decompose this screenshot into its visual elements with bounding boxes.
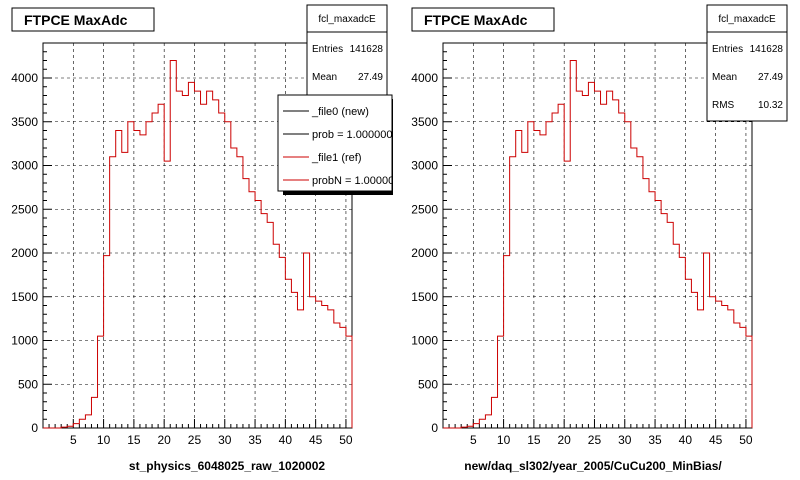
legend-label-file1: _file1 (ref) (311, 152, 362, 164)
right-panel: 5 10 15 20 25 30 35 40 45 50050010001500200025003… (411, 4, 788, 473)
left-x-tick-label: 45 (309, 433, 323, 447)
right-stats-mean-label: Mean (712, 72, 737, 83)
left-y-tick-label: 1000 (11, 334, 38, 348)
right-y-tick-label: 500 (418, 377, 438, 391)
left-y-tick-label: 1500 (11, 290, 38, 304)
left-x-tick-label: 5 (70, 433, 77, 447)
legend-label-file0: _file0 (new) (311, 106, 369, 118)
left-y-tick-label: 3500 (11, 115, 38, 129)
left-stats-entries-value: 141628 (350, 44, 384, 55)
right-stats-rms-value: 10.32 (758, 100, 783, 111)
right-y-tick-label: 0 (431, 421, 438, 435)
left-stats-entries-label: Entries (312, 44, 343, 55)
right-x-tick-label: 35 (648, 433, 662, 447)
right-x-tick-label: 25 (588, 433, 602, 447)
right-y-tick-label: 3500 (411, 115, 438, 129)
right-stats-box: fcl_maxadcE Entries 141628 Mean 27.49 RM… (706, 4, 788, 122)
left-panel: 5 10 15 20 25 30 35 40 45 50050010001500200025003… (11, 4, 400, 473)
left-y-tick-label: 4000 (11, 71, 38, 85)
left-y-tick-label: 2000 (11, 246, 38, 260)
right-x-tick-label: 50 (739, 433, 753, 447)
left-ticks: 5 10 15 20 25 30 35 40 45 50050010001500200025003… (11, 51, 353, 447)
left-stats-mean-label: Mean (312, 72, 337, 83)
right-stats-entries-value: 141628 (750, 44, 784, 55)
right-x-tick-label: 5 (470, 433, 477, 447)
left-title-box (11, 7, 155, 32)
right-x-tick-label: 20 (557, 433, 571, 447)
right-chart-title: FTPCE MaxAdc (424, 12, 528, 28)
left-x-tick-label: 35 (248, 433, 262, 447)
legend-label-prob: prob = 1.000000 (312, 129, 392, 141)
right-stats-entries-label: Entries (712, 44, 743, 55)
left-x-tick-label: 25 (188, 433, 202, 447)
right-y-tick-label: 1500 (411, 290, 438, 304)
left-x-tick-label: 40 (279, 433, 293, 447)
legend-label-probn: probN = 1.000000 (312, 175, 400, 187)
left-y-tick-label: 3000 (11, 159, 38, 173)
right-x-axis-label: new/daq_sl302/year_2005/CuCu200_MinBias/ (464, 459, 722, 473)
left-x-axis-label: st_physics_6048025_raw_1020002 (129, 459, 325, 473)
left-stats-mean-value: 27.49 (358, 72, 383, 83)
left-y-tick-label: 0 (31, 421, 38, 435)
left-stats-title: fcl_maxadcE (318, 14, 376, 25)
right-y-tick-label: 2500 (411, 202, 438, 216)
left-y-tick-label: 2500 (11, 202, 38, 216)
right-title-box (411, 7, 555, 32)
right-y-tick-label: 1000 (411, 334, 438, 348)
right-stats-rms-label: RMS (712, 100, 735, 111)
left-stats-box: fcl_maxadcE Entries 141628 Mean 27.49 (306, 4, 388, 102)
left-grid (43, 43, 352, 428)
right-ticks: 5 10 15 20 25 30 35 40 45 50050010001500200025003… (411, 51, 753, 447)
left-x-tick-label: 10 (97, 433, 111, 447)
right-grid (443, 43, 752, 428)
right-y-tick-label: 4000 (411, 71, 438, 85)
right-x-tick-label: 15 (527, 433, 541, 447)
right-stats-mean-value: 27.49 (758, 72, 783, 83)
right-x-tick-label: 45 (709, 433, 723, 447)
left-chart-title: FTPCE MaxAdc (24, 12, 128, 28)
right-x-tick-label: 10 (497, 433, 511, 447)
right-y-tick-label: 3000 (411, 159, 438, 173)
left-x-tick-label: 30 (218, 433, 232, 447)
left-y-tick-label: 500 (18, 377, 38, 391)
left-legend: _file0 (new) prob = 1.000000 _file1 (ref… (277, 94, 400, 195)
right-histogram-series (443, 60, 753, 429)
left-histogram-series (43, 60, 353, 429)
left-x-tick-label: 50 (339, 433, 353, 447)
right-plot-area (442, 42, 753, 429)
right-x-tick-label: 40 (679, 433, 693, 447)
left-x-tick-label: 15 (127, 433, 141, 447)
right-x-tick-label: 30 (618, 433, 632, 447)
right-y-tick-label: 2000 (411, 246, 438, 260)
left-x-tick-label: 20 (157, 433, 171, 447)
right-stats-title: fcl_maxadcE (718, 14, 776, 25)
